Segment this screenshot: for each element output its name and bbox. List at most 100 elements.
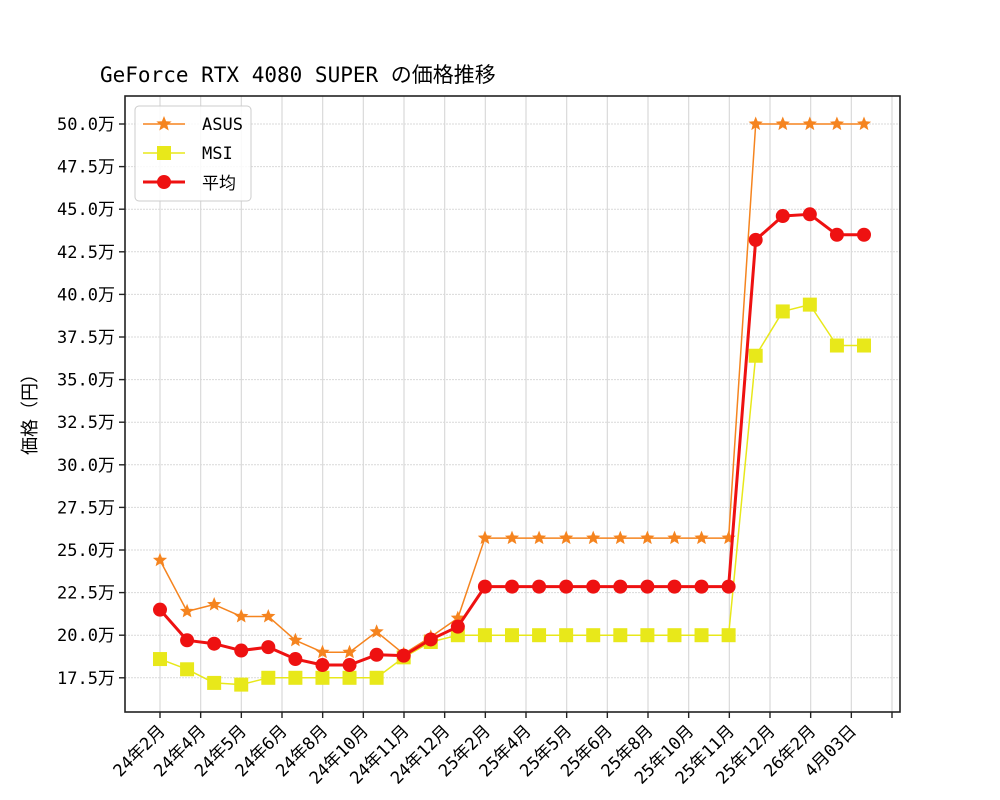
y-tick-label: 35.0万 <box>57 371 115 391</box>
legend-item-average: 平均 <box>143 174 236 194</box>
star-marker-icon <box>504 530 520 545</box>
legend-item-asus: ASUS <box>143 115 243 135</box>
star-marker-icon <box>156 116 172 131</box>
y-tick-label: 30.0万 <box>57 456 115 476</box>
star-marker-icon <box>775 116 790 131</box>
axes-frame <box>124 95 901 713</box>
y-tick-label: 45.0万 <box>57 200 115 220</box>
circle-marker-icon <box>342 658 357 673</box>
y-tick-label: 50.0万 <box>57 115 115 135</box>
star-marker-icon <box>342 644 357 659</box>
square-marker-icon <box>586 628 601 643</box>
y-axis-label: 価格（円） <box>20 365 41 455</box>
y-tick-label: 22.5万 <box>57 584 115 604</box>
legend-label: 平均 <box>202 174 236 194</box>
y-tick-label: 37.5万 <box>57 328 115 348</box>
circle-marker-icon <box>153 602 167 617</box>
star-marker-icon <box>234 609 249 623</box>
star-marker-icon <box>559 530 574 545</box>
square-marker-icon <box>748 348 763 363</box>
circle-marker-icon <box>369 647 384 662</box>
circle-marker-icon <box>721 579 736 594</box>
x-axis: 24年2月24年4月24年5月24年6月24年8月24年10月24年11月24年… <box>110 712 893 789</box>
star-marker-icon <box>613 530 628 545</box>
y-axis: 17.5万 20.0万 22.5万 25.0万 27.5万 30.0万 32.5万 35.0万… <box>57 115 125 689</box>
circle-marker-icon <box>532 579 547 594</box>
circle-marker-icon <box>559 579 574 594</box>
legend: ASUS MSI 平均 <box>134 105 252 202</box>
circle-marker-icon <box>640 579 655 594</box>
star-marker-icon <box>152 552 168 567</box>
y-tick-label: 25.0万 <box>57 541 115 561</box>
star-marker-icon <box>531 530 547 545</box>
square-marker-icon <box>775 304 790 319</box>
circle-marker-icon <box>234 643 249 658</box>
circle-marker-icon <box>775 209 790 224</box>
circle-marker-icon <box>613 579 628 594</box>
circle-marker-icon <box>180 633 195 648</box>
circle-marker-icon <box>802 207 817 222</box>
square-marker-icon <box>315 670 330 685</box>
star-marker-icon <box>829 116 845 131</box>
star-marker-icon <box>207 597 222 611</box>
square-marker-icon <box>721 628 736 643</box>
y-tick-label: 17.5万 <box>57 669 115 689</box>
circle-marker-icon <box>586 579 601 594</box>
square-marker-icon <box>157 146 171 160</box>
square-marker-icon <box>342 670 357 685</box>
circle-marker-icon <box>857 227 871 242</box>
square-marker-icon <box>288 670 303 685</box>
circle-marker-icon <box>315 658 330 673</box>
circle-marker-icon <box>261 640 276 655</box>
circle-marker-icon <box>667 579 682 594</box>
square-marker-icon <box>802 297 817 312</box>
square-marker-icon <box>261 670 276 685</box>
star-marker-icon <box>586 530 601 545</box>
square-marker-icon <box>667 628 682 643</box>
square-marker-icon <box>477 628 492 643</box>
square-marker-icon <box>532 628 547 643</box>
star-marker-icon <box>450 610 465 625</box>
square-marker-icon <box>369 670 384 685</box>
y-tick-label: 32.5万 <box>57 413 115 433</box>
circle-marker-icon <box>396 648 411 663</box>
circle-marker-icon <box>450 619 465 634</box>
series-ASUS <box>152 116 872 660</box>
square-marker-icon <box>180 662 195 677</box>
star-marker-icon <box>694 530 709 545</box>
star-marker-icon <box>315 644 330 659</box>
square-marker-icon <box>153 652 167 667</box>
chart-title: GeForce RTX 4080 SUPER の価格推移 <box>100 63 496 87</box>
circle-marker-icon <box>477 579 492 594</box>
circle-marker-icon <box>288 652 303 667</box>
star-marker-icon <box>748 116 763 131</box>
legend-item-msi: MSI <box>143 144 233 164</box>
legend-label: MSI <box>202 144 233 164</box>
y-tick-label: 40.0万 <box>57 285 115 305</box>
y-tick-label: 42.5万 <box>57 243 115 263</box>
star-marker-icon <box>288 632 303 647</box>
star-marker-icon <box>640 530 655 545</box>
circle-marker-icon <box>157 175 171 189</box>
star-marker-icon <box>667 530 682 545</box>
star-marker-icon <box>369 624 384 638</box>
star-marker-icon <box>856 116 872 131</box>
square-marker-icon <box>559 628 574 643</box>
square-marker-icon <box>613 628 628 643</box>
circle-marker-icon <box>505 579 519 594</box>
series-MSI <box>153 297 871 692</box>
square-marker-icon <box>829 338 844 353</box>
y-tick-label: 47.5万 <box>57 158 115 178</box>
legend-label: ASUS <box>202 115 243 135</box>
square-marker-icon <box>505 628 519 643</box>
square-marker-icon <box>207 675 222 690</box>
star-marker-icon <box>179 603 195 618</box>
y-tick-label: 20.0万 <box>57 626 115 646</box>
star-marker-icon <box>802 116 817 131</box>
circle-marker-icon <box>748 232 763 247</box>
star-marker-icon <box>477 530 493 545</box>
star-marker-icon <box>261 609 276 623</box>
series-layer <box>152 116 872 692</box>
square-marker-icon <box>857 338 871 353</box>
